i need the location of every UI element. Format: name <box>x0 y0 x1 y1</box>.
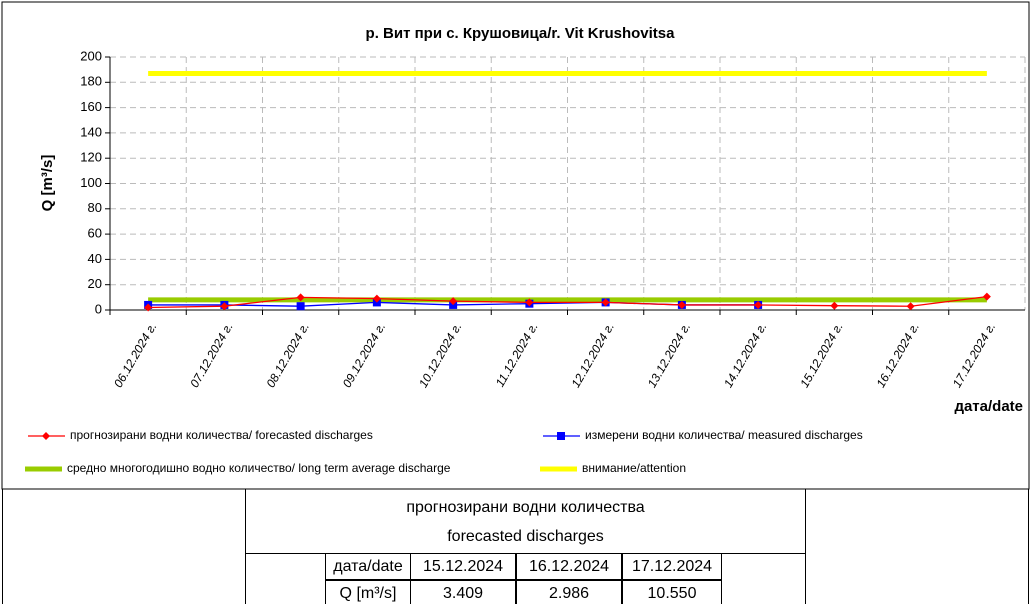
table-frame <box>2 489 1029 604</box>
y-tick-label: 0 <box>95 301 102 316</box>
series-line <box>148 296 987 309</box>
legend-marker <box>557 432 565 440</box>
y-tick-label: 100 <box>80 175 102 190</box>
marker <box>144 303 153 312</box>
y-tick-label: 40 <box>88 251 102 266</box>
table-cell: 3.409 <box>410 580 516 604</box>
legend-label: измерени водни количества/ measured disc… <box>585 428 863 442</box>
table-cell: Q [m³/s] <box>325 580 411 604</box>
marker <box>906 302 915 311</box>
table-cell: 16.12.2024 <box>516 553 622 580</box>
chart: р. Вит при с. Крушовица/r. Vit Krushovit… <box>1 1 1030 490</box>
table-subtitle: forecasted discharges <box>447 528 604 545</box>
y-tick-label: 120 <box>80 150 102 165</box>
marker <box>601 298 610 307</box>
y-tick-label: 80 <box>88 200 102 215</box>
marker <box>525 298 534 307</box>
y-tick-label: 140 <box>80 124 102 139</box>
table-cell: дата/date <box>325 553 411 580</box>
table-cell: 17.12.2024 <box>622 553 722 580</box>
marker <box>296 293 305 302</box>
marker <box>677 300 686 309</box>
marker <box>220 302 229 311</box>
chart-frame <box>1 1 1030 490</box>
y-tick-label: 160 <box>80 99 102 114</box>
marker <box>982 292 991 301</box>
y-tick-label: 20 <box>88 276 102 291</box>
chart-title: р. Вит при с. Крушовица/r. Vit Krushovit… <box>366 25 676 42</box>
table-title: прогнозирани водни количества <box>406 499 645 516</box>
table-block <box>245 489 806 604</box>
marker <box>296 302 305 311</box>
legend-label: прогнозирани водни количества/ forecaste… <box>70 428 373 442</box>
y-tick-label: 60 <box>88 226 102 241</box>
legend-marker <box>42 432 50 440</box>
legend-label: внимание/attention <box>582 461 686 475</box>
table-cell: 10.550 <box>622 580 722 604</box>
x-axis-label: дата/date <box>954 398 1023 415</box>
table-cell: 2.986 <box>516 580 622 604</box>
marker <box>830 301 839 310</box>
legend-label: средно многогодишно водно количество/ lo… <box>67 461 451 475</box>
y-axis-label: Q [m³/s] <box>39 155 56 212</box>
y-tick-label: 180 <box>80 74 102 89</box>
table-cell: 15.12.2024 <box>410 553 516 580</box>
table-rule <box>245 553 806 554</box>
marker <box>372 294 381 303</box>
y-tick-label: 200 <box>80 48 102 63</box>
marker <box>754 300 763 309</box>
marker <box>449 297 458 306</box>
